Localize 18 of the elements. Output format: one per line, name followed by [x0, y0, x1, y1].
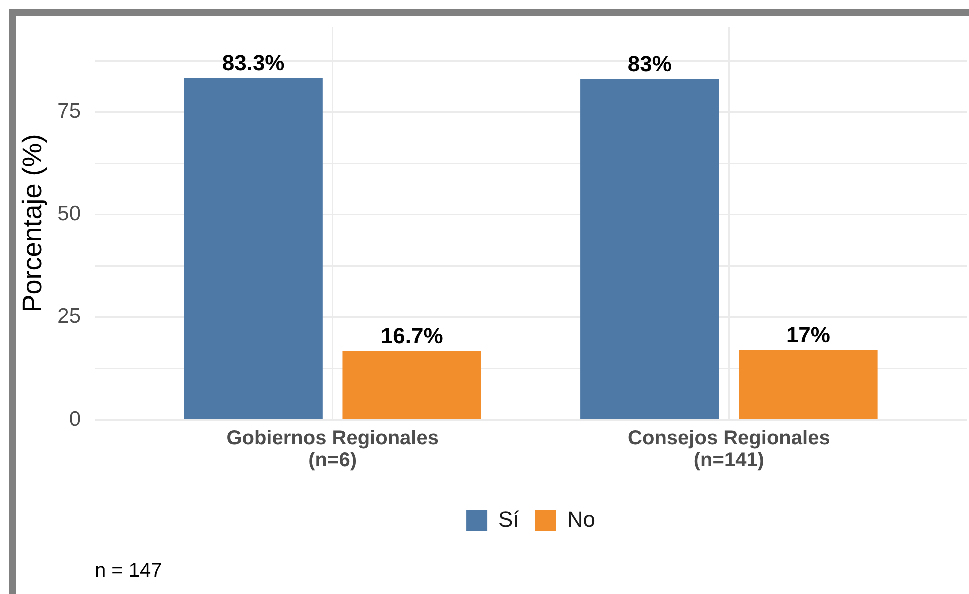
x-tick-label: Gobiernos Regionales (n=6) [226, 428, 439, 472]
y-tick-label: 25 [58, 305, 81, 328]
data-label: 16.7% [380, 323, 444, 348]
y-tick-label: 0 [69, 408, 81, 431]
text: n = 147 [95, 560, 162, 582]
legend-label: No [567, 507, 596, 532]
legend-label: Sí [498, 507, 520, 532]
y-axis-title: Porcentaje (%) [18, 134, 48, 313]
data-label: 83% [628, 52, 672, 77]
bar [184, 78, 323, 420]
x-tick-label: Consejos Regionales (n=141) [628, 428, 830, 472]
bar [580, 80, 720, 420]
data-label: 83.3% [222, 50, 285, 76]
y-tick-label: 75 [58, 100, 81, 124]
data-label: 17% [786, 322, 830, 348]
bar [739, 350, 878, 420]
y-tick-label: 50 [58, 202, 81, 226]
bar [342, 351, 482, 420]
